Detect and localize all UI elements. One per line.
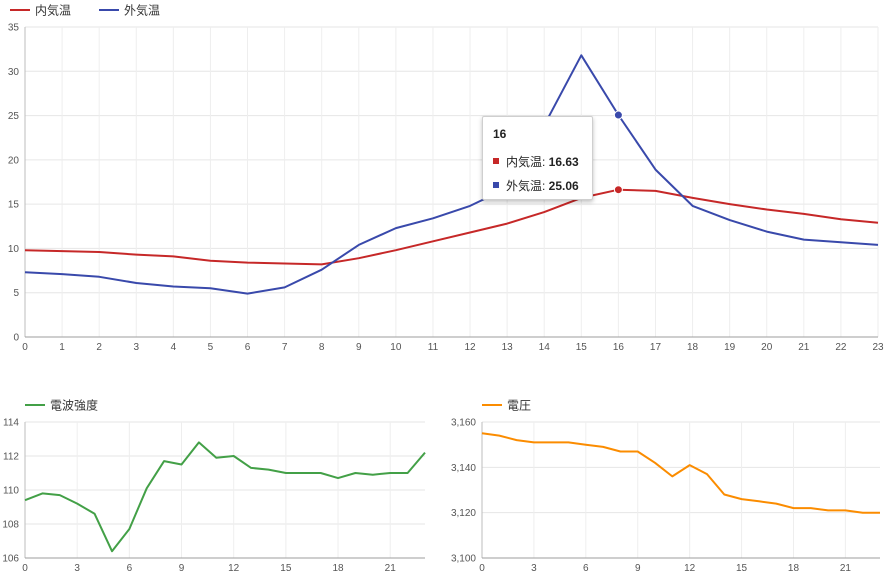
x-tick-label: 15 xyxy=(576,342,588,353)
legend-label: 電圧 xyxy=(507,399,531,413)
x-tick-label: 2 xyxy=(96,342,102,353)
y-tick-label: 112 xyxy=(3,452,19,463)
x-tick-label: 12 xyxy=(684,563,696,574)
x-tick-label: 21 xyxy=(385,563,397,574)
y-tick-label: 25 xyxy=(8,111,20,122)
x-tick-label: 6 xyxy=(127,563,133,574)
x-tick-label: 7 xyxy=(282,342,288,353)
y-tick-label: 3,160 xyxy=(451,418,476,429)
x-tick-label: 9 xyxy=(356,342,362,353)
x-tick-label: 8 xyxy=(319,342,325,353)
x-tick-label: 0 xyxy=(479,563,485,574)
y-tick-label: 15 xyxy=(8,200,20,211)
tooltip-value-outdoor: 25.06 xyxy=(548,179,579,193)
tooltip-title: 16 xyxy=(493,127,507,141)
chart-voltage: 3,100 3,120 3,140 3,160 0 3 6 9 12 15 18 21 電圧 xyxy=(451,399,881,574)
tooltip-swatch-indoor xyxy=(493,158,499,164)
x-tick-label: 18 xyxy=(788,563,800,574)
x-tick-label: 9 xyxy=(179,563,185,574)
tooltip-value-indoor: 16.63 xyxy=(548,155,579,169)
hover-tooltip: 16 内気温: 16.63 外気温: 25.06 xyxy=(482,116,593,200)
x-tick-label: 21 xyxy=(798,342,810,353)
series-line-0-0 xyxy=(24,188,879,266)
x-tick-label: 13 xyxy=(502,342,514,353)
y-tick-label: 114 xyxy=(3,418,19,429)
x-tick-label: 21 xyxy=(840,563,852,574)
x-tick-label: 12 xyxy=(228,563,240,574)
x-tick-label: 23 xyxy=(872,342,884,353)
x-tick-label: 14 xyxy=(539,342,551,353)
y-tick-label: 0 xyxy=(13,333,19,344)
x-tick-label: 3 xyxy=(74,563,80,574)
x-tick-label: 9 xyxy=(635,563,641,574)
legend-label: 電波強度 xyxy=(50,398,98,413)
series-line-1-0 xyxy=(24,441,426,553)
x-tick-label: 6 xyxy=(245,342,251,353)
x-tick-label: 20 xyxy=(761,342,773,353)
x-tick-label: 16 xyxy=(613,342,625,353)
chart-signal: 106 108 110 112 114 0 3 6 9 12 15 18 21 電波強度 xyxy=(2,398,426,574)
x-tick-label: 6 xyxy=(583,563,589,574)
y-tick-label: 3,120 xyxy=(451,508,476,519)
x-tick-label: 1 xyxy=(59,342,65,353)
tooltip-swatch-outdoor xyxy=(493,182,499,188)
x-tick-label: 5 xyxy=(208,342,214,353)
tooltip-label-indoor: 内気温: xyxy=(506,155,549,169)
x-tick-label: 3 xyxy=(133,342,139,353)
y-tick-label: 10 xyxy=(8,244,20,255)
x-tick-label: 19 xyxy=(724,342,736,353)
x-tick-label: 11 xyxy=(428,342,439,353)
hover-marker xyxy=(613,185,623,195)
x-tick-label: 3 xyxy=(531,563,537,574)
y-tick-label: 5 xyxy=(13,288,19,299)
y-tick-label: 110 xyxy=(3,486,19,497)
x-tick-label: 4 xyxy=(171,342,177,353)
x-tick-label: 15 xyxy=(280,563,292,574)
y-tick-label: 108 xyxy=(2,520,19,531)
y-tick-label: 35 xyxy=(8,23,20,34)
y-tick-label: 3,100 xyxy=(451,554,476,565)
y-tick-label: 20 xyxy=(8,155,20,166)
x-tick-label: 0 xyxy=(22,342,28,353)
x-tick-label: 22 xyxy=(835,342,847,353)
hover-marker xyxy=(613,110,623,120)
y-tick-label: 3,140 xyxy=(451,463,476,474)
tooltip-label-outdoor: 外気温: xyxy=(506,179,549,193)
x-tick-label: 18 xyxy=(687,342,699,353)
y-tick-label: 30 xyxy=(8,67,20,78)
x-tick-label: 17 xyxy=(650,342,662,353)
y-tick-label: 106 xyxy=(2,554,19,565)
series-line-2-0 xyxy=(481,432,880,514)
x-tick-label: 10 xyxy=(390,342,402,353)
legend-label: 内気温 xyxy=(35,3,71,18)
x-tick-label: 18 xyxy=(332,563,344,574)
tooltip-row-indoor: 内気温: 16.63 xyxy=(493,153,579,170)
tooltip-row-outdoor: 外気温: 25.06 xyxy=(493,177,579,194)
x-tick-label: 0 xyxy=(22,563,28,574)
series-line-0-1 xyxy=(24,54,879,295)
x-tick-label: 15 xyxy=(736,563,748,574)
legend-label: 外気温 xyxy=(124,3,160,18)
x-tick-label: 12 xyxy=(464,342,476,353)
